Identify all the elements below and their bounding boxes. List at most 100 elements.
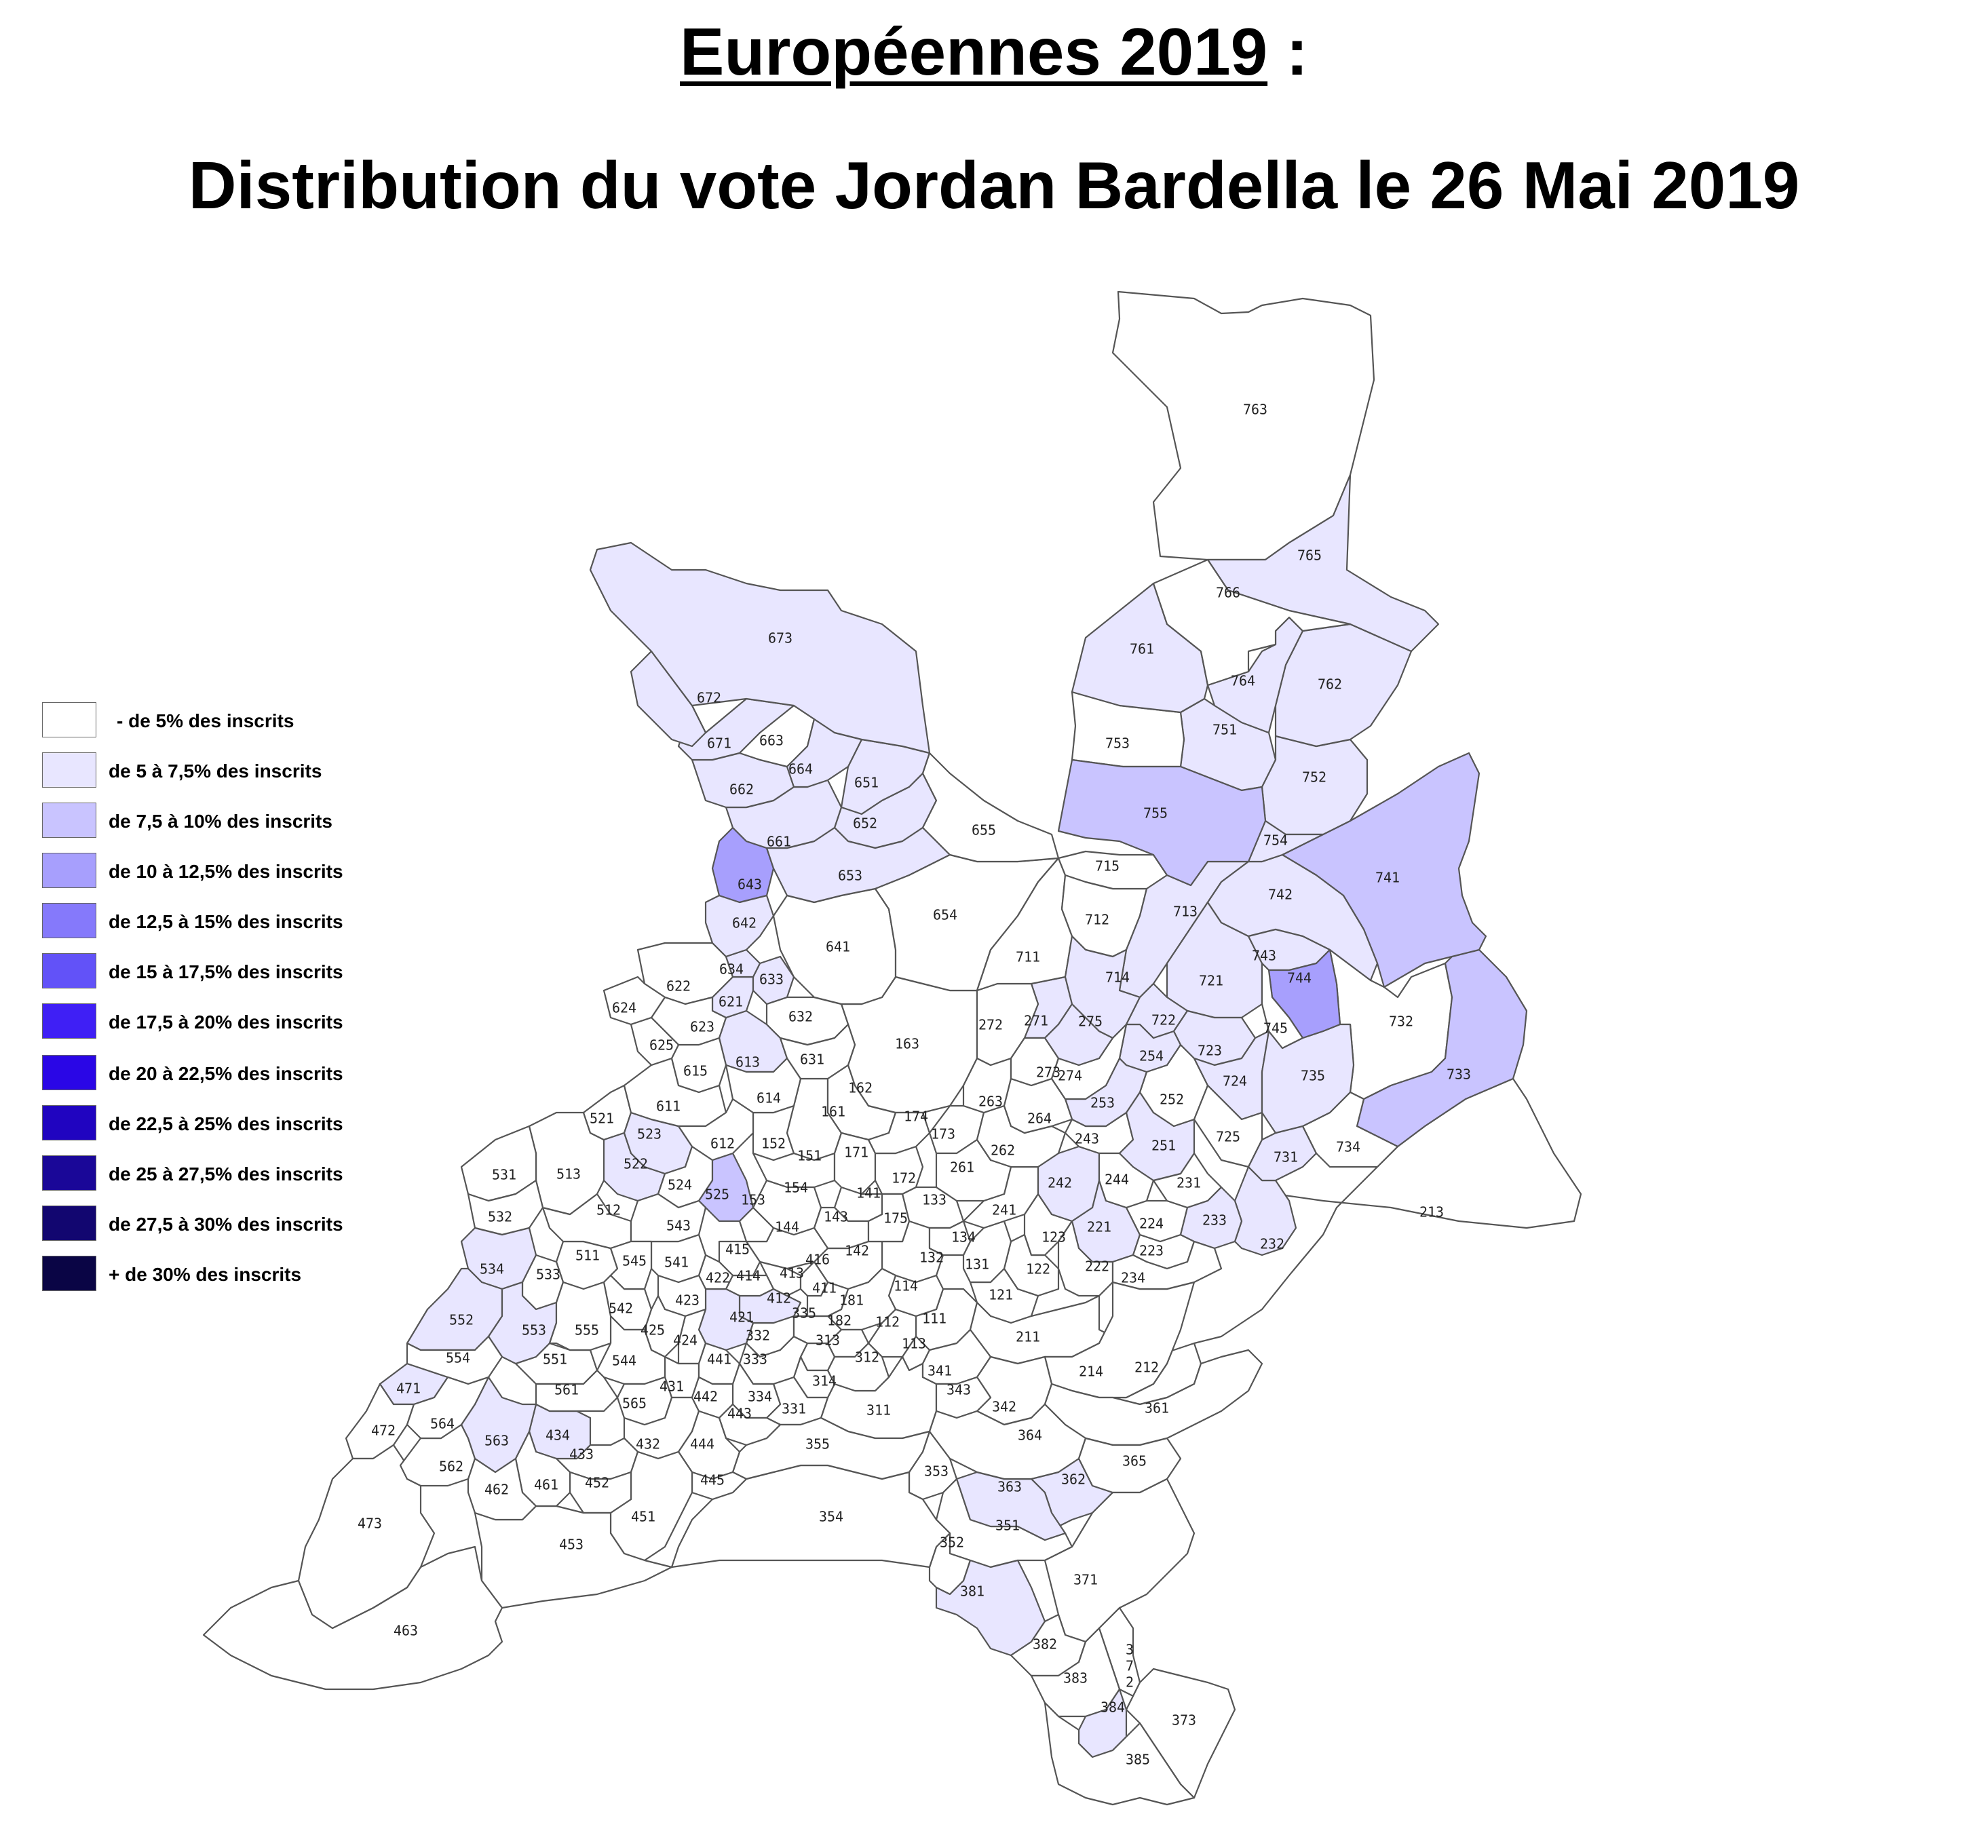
bureau-label-525: 525 (705, 1187, 729, 1203)
legend-label: de 20 à 22,5% des inscrits (109, 1063, 343, 1084)
bureau-label-655: 655 (972, 822, 996, 839)
legend-item: de 7,5 à 10% des inscrits (42, 803, 395, 839)
bureau-655 (921, 752, 1060, 863)
bureau-label-463: 463 (394, 1623, 418, 1639)
bureau-label-712: 712 (1085, 912, 1109, 928)
legend-label: - de 5% des inscrits (117, 710, 294, 731)
legend-swatch (42, 1003, 96, 1039)
bureau-label-715: 715 (1095, 858, 1120, 874)
bureau-label-524: 524 (668, 1177, 692, 1193)
bureau-label-445: 445 (700, 1472, 725, 1488)
bureau-label-673: 673 (768, 630, 792, 647)
bureau-175 (867, 1193, 911, 1243)
bureau-label-612: 612 (710, 1136, 735, 1152)
bureau-label-652: 652 (853, 815, 877, 832)
bureau-label-121: 121 (989, 1287, 1013, 1303)
bureau-label-372-part: 3 (1126, 1642, 1134, 1658)
bureau-122 (1003, 1233, 1060, 1297)
legend-swatch (42, 1256, 96, 1291)
bureau-624 (603, 976, 666, 1026)
bureau-label-412: 412 (767, 1290, 791, 1307)
bureau-label-221: 221 (1087, 1219, 1111, 1235)
bureau-label-212: 212 (1134, 1360, 1159, 1376)
bureau-131 (962, 1220, 1012, 1284)
bureau-label-232: 232 (1260, 1236, 1284, 1252)
title-main: Européennes 2019 (680, 14, 1268, 89)
bureau-label-611: 611 (656, 1098, 681, 1115)
legend-item: de 5 à 7,5% des inscrits (42, 752, 395, 789)
bureau-554 (406, 1335, 503, 1385)
bureau-label-732: 732 (1389, 1014, 1413, 1030)
bureau-555 (548, 1281, 612, 1351)
bureau-673 (589, 541, 931, 754)
bureau-445 (691, 1471, 748, 1501)
bureau-label-261: 261 (950, 1159, 974, 1176)
bureau-label-134: 134 (951, 1229, 976, 1246)
bureau-242 (1037, 1145, 1101, 1223)
legend-swatch (42, 1155, 96, 1191)
bureau-label-752: 752 (1302, 769, 1326, 786)
bureau-label-563: 563 (484, 1433, 509, 1449)
bureau-label-154: 154 (784, 1180, 808, 1196)
legend-label: + de 30% des inscrits (109, 1264, 302, 1285)
bureau-label-554: 554 (446, 1350, 470, 1366)
bureau-label-755: 755 (1143, 805, 1168, 822)
bureau-label-355: 355 (805, 1436, 830, 1452)
bureau-label-641: 641 (826, 939, 850, 955)
bureau-label-313: 313 (816, 1332, 840, 1349)
legend-item: de 20 à 22,5% des inscrits (42, 1055, 395, 1092)
bureau-label-521: 521 (590, 1111, 614, 1127)
bureau-label-111: 111 (922, 1311, 947, 1327)
bureau-label-735: 735 (1301, 1068, 1325, 1084)
bureau-545 (609, 1240, 653, 1290)
bureau-label-365: 365 (1122, 1453, 1147, 1469)
bureau-label-244: 244 (1105, 1172, 1129, 1188)
bureau-label-161: 161 (821, 1104, 845, 1120)
bureau-label-363: 363 (997, 1479, 1022, 1495)
bureau-label-461: 461 (534, 1477, 558, 1493)
bureau-label-174: 174 (904, 1109, 928, 1125)
bureau-label-243: 243 (1075, 1131, 1099, 1147)
bureau-label-431: 431 (660, 1379, 684, 1395)
legend-swatch (42, 1105, 96, 1140)
title-line-1: Européennes 2019 : (0, 12, 1988, 92)
bureau-label-373: 373 (1172, 1712, 1196, 1729)
bureau-label-425: 425 (641, 1322, 665, 1339)
legend-swatch (42, 752, 96, 788)
bureau-label-416: 416 (805, 1252, 830, 1268)
legend-label: de 7,5 à 10% des inscrits (109, 811, 332, 832)
bureau-label-614: 614 (757, 1090, 781, 1106)
bureau-label-621: 621 (719, 994, 743, 1010)
bureau-label-534: 534 (480, 1261, 504, 1277)
bureau-label-222: 222 (1085, 1258, 1109, 1275)
title-line-2: Distribution du vote Jordan Bardella le … (188, 148, 1800, 223)
bureau-565 (616, 1376, 673, 1426)
bureau-label-173: 173 (931, 1126, 955, 1142)
legend-swatch (42, 702, 96, 737)
bureau-label-362: 362 (1061, 1471, 1086, 1488)
legend-item: de 27,5 à 30% des inscrits (42, 1206, 395, 1242)
bureau-label-163: 163 (895, 1036, 919, 1052)
bureau-label-472: 472 (371, 1423, 396, 1439)
bureau-564 (406, 1376, 490, 1440)
bureau-label-234: 234 (1121, 1270, 1145, 1286)
legend-label: de 15 à 17,5% des inscrits (109, 961, 343, 982)
bureau-label-723: 723 (1198, 1043, 1222, 1059)
bureau-label-541: 541 (664, 1254, 689, 1271)
bureau-label-352: 352 (940, 1535, 964, 1551)
legend-label: de 27,5 à 30% des inscrits (109, 1214, 343, 1235)
legend-item: - de 5% des inscrits (42, 702, 395, 739)
bureau-label-264: 264 (1027, 1111, 1052, 1127)
bureau-label-152: 152 (761, 1136, 786, 1152)
bureau-label-531: 531 (492, 1167, 516, 1183)
bureau-label-562: 562 (439, 1459, 463, 1475)
bureau-label-444: 444 (690, 1436, 714, 1452)
bureau-label-761: 761 (1130, 641, 1154, 657)
bureau-label-381: 381 (960, 1583, 985, 1600)
bureau-label-432: 432 (636, 1436, 660, 1452)
bureau-label-123: 123 (1041, 1229, 1066, 1246)
bureau-label-625: 625 (649, 1037, 674, 1054)
legend-label: de 25 à 27,5% des inscrits (109, 1163, 343, 1185)
bureau-label-341: 341 (928, 1363, 952, 1379)
bureau-label-762: 762 (1318, 676, 1342, 693)
